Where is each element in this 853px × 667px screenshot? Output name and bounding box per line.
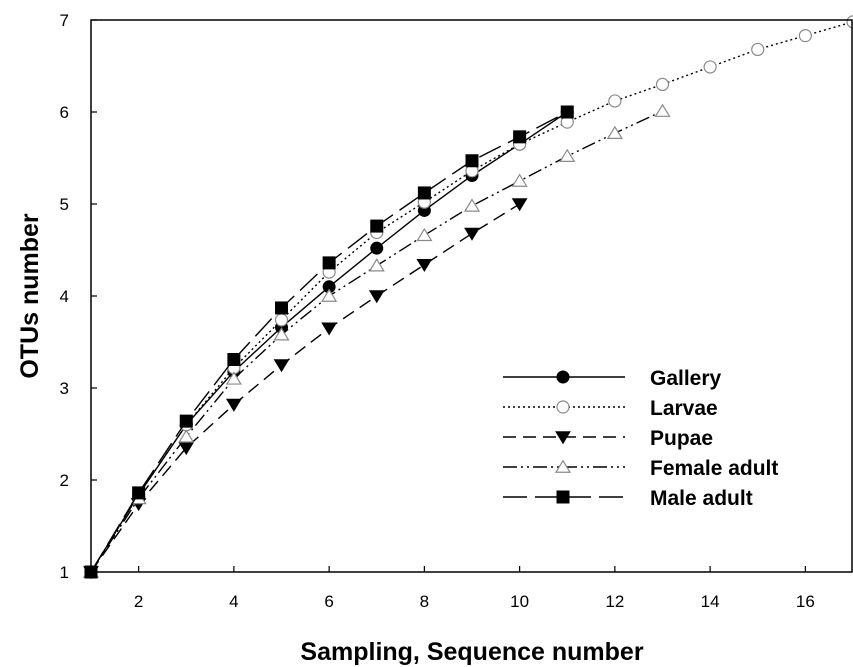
x-axis-title: Sampling, Sequence number [300, 638, 643, 666]
filled-square-marker [179, 414, 193, 428]
legend-entry: Female adult [503, 457, 778, 480]
series-gallery [84, 105, 574, 579]
filled-square-marker [132, 486, 146, 500]
filled-square-marker [370, 219, 384, 233]
legend: Gallery Larvae Pupae Female adult Male adult [503, 367, 778, 510]
legend-label: Pupae [650, 427, 713, 450]
series-female-adult [82, 103, 671, 578]
legend-entry: Pupae [503, 427, 713, 450]
x-tick-label: 16 [796, 592, 815, 611]
filled-square-marker [560, 105, 574, 119]
filled-triangle-down-marker [178, 442, 195, 456]
filled-circle-marker [370, 241, 384, 255]
legend-label: Gallery [650, 367, 722, 390]
legend-label: Larvae [650, 397, 718, 420]
legend-entry: Male adult [503, 487, 753, 510]
open-circle-marker [274, 313, 289, 327]
filled-triangle-down-marker [464, 227, 480, 241]
filled-square-marker [275, 301, 288, 315]
x-tick-label: 4 [229, 592, 238, 611]
y-tick-label: 5 [60, 195, 69, 214]
open-triangle-up-marker [606, 125, 623, 140]
y-tick-label: 2 [60, 471, 69, 490]
filled-triangle-down-marker [511, 198, 528, 212]
filled-triangle-down-marker [273, 359, 290, 373]
filled-triangle-down-marker [555, 431, 571, 445]
open-triangle-up-marker [554, 459, 572, 473]
open-circle-marker [798, 29, 812, 43]
x-tick-label: 2 [134, 592, 143, 611]
open-circle-marker [655, 77, 670, 92]
series-line [90, 110, 663, 573]
series-layer [82, 15, 853, 580]
legend-entry: Larvae [503, 397, 718, 420]
open-circle-marker [556, 400, 570, 414]
open-triangle-up-marker [225, 371, 242, 385]
y-axis-title: OTUs number [16, 213, 44, 379]
series-line [90, 111, 568, 573]
x-tick-label: 12 [605, 592, 624, 611]
filled-triangle-down-marker [225, 398, 242, 412]
open-triangle-up-marker [463, 198, 481, 212]
series-male-adult [84, 105, 574, 579]
filled-square-marker [417, 186, 431, 200]
open-triangle-up-marker [368, 258, 385, 272]
series-line [90, 203, 520, 573]
filled-triangle-down-marker [321, 322, 338, 336]
filled-square-marker [513, 130, 527, 144]
open-circle-marker [751, 42, 765, 57]
filled-square-marker [227, 352, 241, 366]
filled-triangle-down-marker [416, 258, 433, 272]
filled-square-marker [465, 154, 479, 168]
series-line [90, 111, 568, 573]
series-pupae [83, 198, 528, 580]
y-tick-label: 1 [60, 563, 69, 582]
open-triangle-up-marker [654, 103, 671, 117]
x-tick-label: 14 [701, 592, 720, 611]
filled-circle-marker [556, 370, 570, 384]
open-circle-marker [703, 60, 717, 74]
filled-square-marker [556, 490, 570, 504]
legend-entry: Gallery [503, 367, 722, 390]
open-triangle-up-marker [559, 148, 576, 163]
x-tick-label: 8 [420, 592, 429, 611]
x-tick-label: 6 [324, 592, 333, 611]
legend-label: Female adult [650, 457, 778, 480]
open-triangle-up-marker [178, 429, 195, 443]
open-triangle-up-marker [273, 327, 290, 341]
y-tick-label: 4 [60, 287, 69, 306]
x-tick-label: 10 [510, 592, 529, 611]
open-triangle-up-marker [511, 173, 528, 187]
legend-label: Male adult [650, 487, 753, 510]
y-tick-label: 3 [60, 379, 69, 398]
open-triangle-up-marker [321, 288, 338, 302]
open-circle-marker [608, 94, 622, 108]
open-triangle-up-marker [416, 227, 433, 242]
y-tick-label: 7 [60, 11, 69, 30]
filled-triangle-down-marker [368, 290, 385, 304]
filled-square-marker [322, 256, 336, 270]
y-tick-label: 6 [60, 103, 69, 122]
